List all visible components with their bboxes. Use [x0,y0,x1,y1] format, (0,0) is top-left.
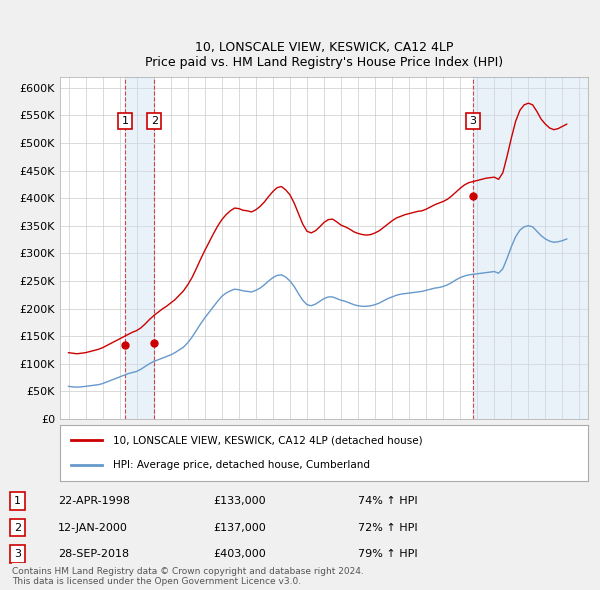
Text: 3: 3 [469,116,476,126]
Text: Contains HM Land Registry data © Crown copyright and database right 2024.
This d: Contains HM Land Registry data © Crown c… [12,567,364,586]
Text: £137,000: £137,000 [214,523,266,533]
Text: 1: 1 [14,496,21,506]
Text: 22-APR-1998: 22-APR-1998 [58,496,130,506]
Title: 10, LONSCALE VIEW, KESWICK, CA12 4LP
Price paid vs. HM Land Registry's House Pri: 10, LONSCALE VIEW, KESWICK, CA12 4LP Pri… [145,41,503,68]
Text: 12-JAN-2000: 12-JAN-2000 [58,523,128,533]
Text: 2: 2 [151,116,158,126]
Text: £403,000: £403,000 [214,549,266,559]
Text: 3: 3 [14,549,21,559]
Text: 74% ↑ HPI: 74% ↑ HPI [358,496,417,506]
Text: 10, LONSCALE VIEW, KESWICK, CA12 4LP (detached house): 10, LONSCALE VIEW, KESWICK, CA12 4LP (de… [113,435,422,445]
Bar [473,77,588,419]
Text: 28-SEP-2018: 28-SEP-2018 [58,549,129,559]
Text: 2: 2 [14,523,22,533]
Bar [125,77,154,419]
Text: 72% ↑ HPI: 72% ↑ HPI [358,523,417,533]
Text: 79% ↑ HPI: 79% ↑ HPI [358,549,417,559]
Text: 1: 1 [121,116,128,126]
Text: £133,000: £133,000 [214,496,266,506]
Text: HPI: Average price, detached house, Cumberland: HPI: Average price, detached house, Cumb… [113,460,370,470]
